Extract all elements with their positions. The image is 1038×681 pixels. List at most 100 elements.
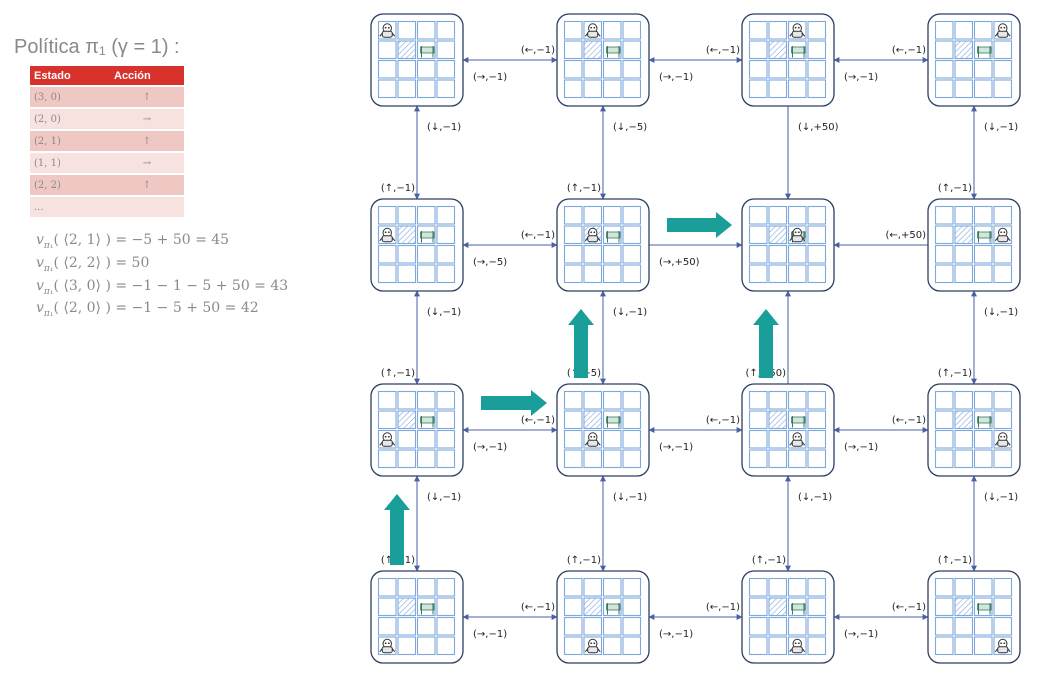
grid-cell [583,390,603,410]
grid-cell [416,205,436,225]
grid-cell [563,597,583,617]
grid-cell [954,449,974,469]
grid-cell [768,390,788,410]
robot-icon [379,638,396,654]
edge-label-right: (→,−1) [659,629,693,640]
grid-cell [622,616,642,636]
grid-cell [807,597,827,617]
grid-cell [993,577,1013,597]
grid-cell [787,59,807,79]
robot-eye [384,435,387,438]
state-node [927,13,1021,107]
grid-cell [622,205,642,225]
grid-cell [377,597,397,617]
robot-eye [387,26,390,29]
robot-eye [384,26,387,29]
table-cell-action: ↑ [110,129,184,152]
robot-icon [994,432,1011,447]
robot-eye [384,231,387,234]
robot-icon [379,432,396,447]
edge-label-left: (←,+50) [886,230,927,241]
robot-icon [789,227,806,243]
edge-label-up: (↑,−1) [938,555,972,566]
obstacle-cell [954,410,974,430]
policy-table: Estado Acción (3, 0) ↑ (2, 0) → (2, 1) ↑… [30,66,184,217]
grid-cell [748,616,768,636]
goal-flag-icon [977,46,992,58]
labels-layer: (←,−1) (→,−1) (←,−1) (→,−1) (←,−1) (→,−1) (←,−… [381,45,1018,640]
grid-cell [973,264,993,284]
robot-icon [584,638,601,654]
goal-flag-banner [606,46,621,54]
table-header-accion: Acción [110,66,184,86]
grid-cell [436,264,456,284]
edge-label-left: (←,−1) [521,45,555,56]
obstacle-cell [768,225,788,245]
state-node [741,13,835,107]
grid-cell [787,449,807,469]
grid-cell [748,429,768,449]
grid-cell [748,59,768,79]
grid-cell [934,205,954,225]
grid-cell [973,577,993,597]
table-row: (2, 1) ↑ [30,129,184,152]
grid-cell [807,225,827,245]
grid-cell [807,577,827,597]
grid-cell [563,20,583,40]
robot-arm [391,648,396,653]
robot-arm [801,441,806,446]
obstacle-cell [583,410,603,430]
robot-body [381,30,393,38]
grid-cell [993,410,1013,430]
policy-arrow-right [667,212,732,238]
grid-cell [768,429,788,449]
grid-cell [416,577,436,597]
grid-cell [397,449,417,469]
edge-label-left: (←,−1) [706,415,740,426]
grid-cell [993,205,1013,225]
grid-cell [563,59,583,79]
edge-label-left: (←,−1) [521,602,555,613]
edge-label-right: (→,−1) [473,72,507,83]
robot-eye [794,642,797,645]
robot-arm [1007,648,1011,653]
grid-cell [602,264,622,284]
state-node [556,198,650,292]
grid-cell [583,205,603,225]
table-cell-action: → [110,151,184,174]
grid-cell [416,636,436,656]
robot-eye [1003,642,1006,645]
edge-label-right: (→,−1) [844,72,878,83]
robot-icon [584,23,601,38]
robot-arm [584,237,589,242]
edge-label-down: (↓,−1) [798,492,832,503]
robot-arm [597,237,601,242]
grid-cell [973,429,993,449]
robot-arm [789,237,793,242]
robot-icon [584,432,601,447]
grid-cell [807,616,827,636]
grid-cell [768,449,788,469]
grid-cell [954,20,974,40]
grid-cell [768,636,788,656]
robot-body [791,235,803,243]
grid-cell [807,79,827,99]
grid-cell [934,40,954,60]
grid-cell [436,59,456,79]
grid-cell [787,264,807,284]
robot-eye [387,231,390,234]
edge-label-down: (↓,−1) [984,307,1018,318]
grid-cell [993,616,1013,636]
robot-body [791,439,803,447]
grid-cell [602,577,622,597]
robot-arm [584,648,589,653]
grid-cell [436,429,456,449]
grid-cell [436,449,456,469]
robot-arm [994,648,999,653]
grid-cell [934,616,954,636]
grid-cell [377,449,397,469]
grid-cell [787,205,807,225]
robot-eye [590,26,593,29]
grid-cell [436,577,456,597]
robot-icon [994,638,1011,654]
